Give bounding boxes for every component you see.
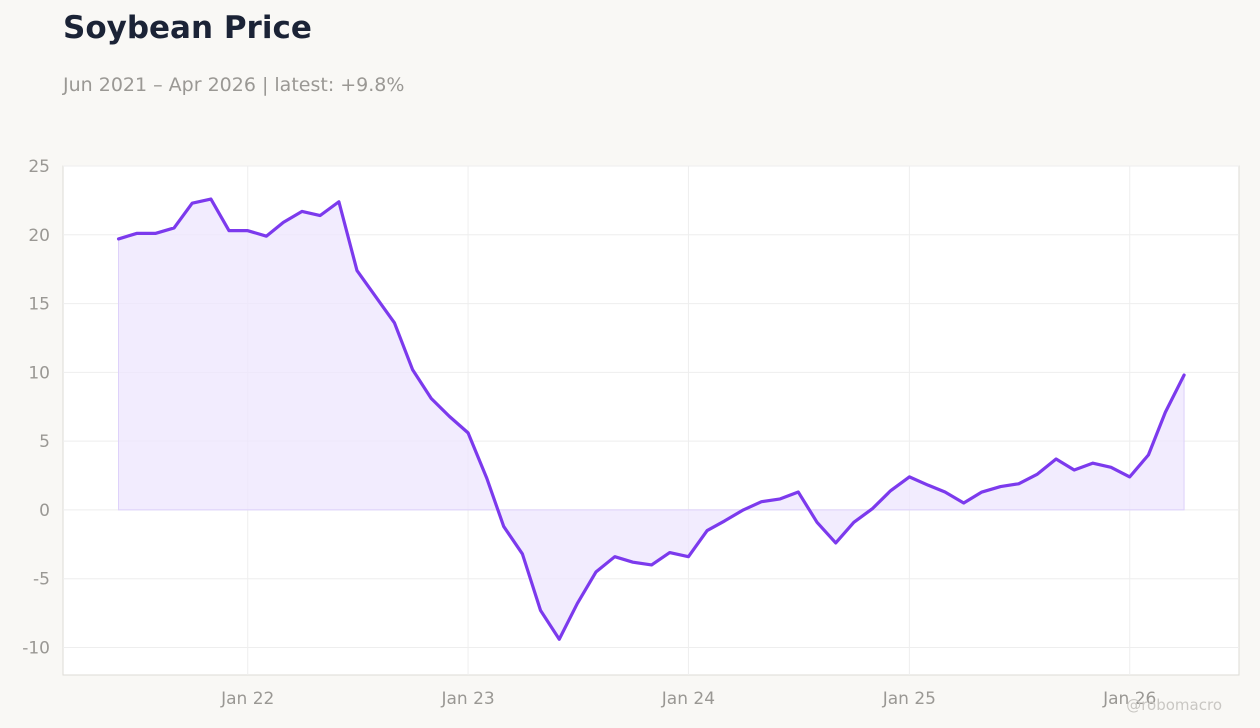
y-tick-label: 15 [28, 295, 50, 315]
y-tick-label: 10 [28, 363, 50, 383]
x-tick-label: Jan 25 [882, 689, 936, 709]
y-tick-label: -5 [33, 570, 50, 590]
chart-subtitle: Jun 2021 – Apr 2026 | latest: +9.8% [63, 74, 405, 96]
y-tick-label: -10 [22, 638, 50, 658]
y-tick-label: 5 [39, 432, 50, 452]
y-tick-label: 25 [28, 157, 50, 177]
x-tick-label: Jan 26 [1102, 689, 1156, 709]
y-tick-label: 20 [28, 226, 50, 246]
x-tick-label: Jan 22 [220, 689, 274, 709]
chart-title: Soybean Price [63, 10, 312, 46]
x-tick-label: Jan 24 [661, 689, 715, 709]
x-tick-label: Jan 23 [440, 689, 494, 709]
watermark-text: @robomacro [1126, 696, 1222, 714]
series-line [116, 197, 1186, 641]
y-tick-label: 0 [39, 501, 50, 521]
